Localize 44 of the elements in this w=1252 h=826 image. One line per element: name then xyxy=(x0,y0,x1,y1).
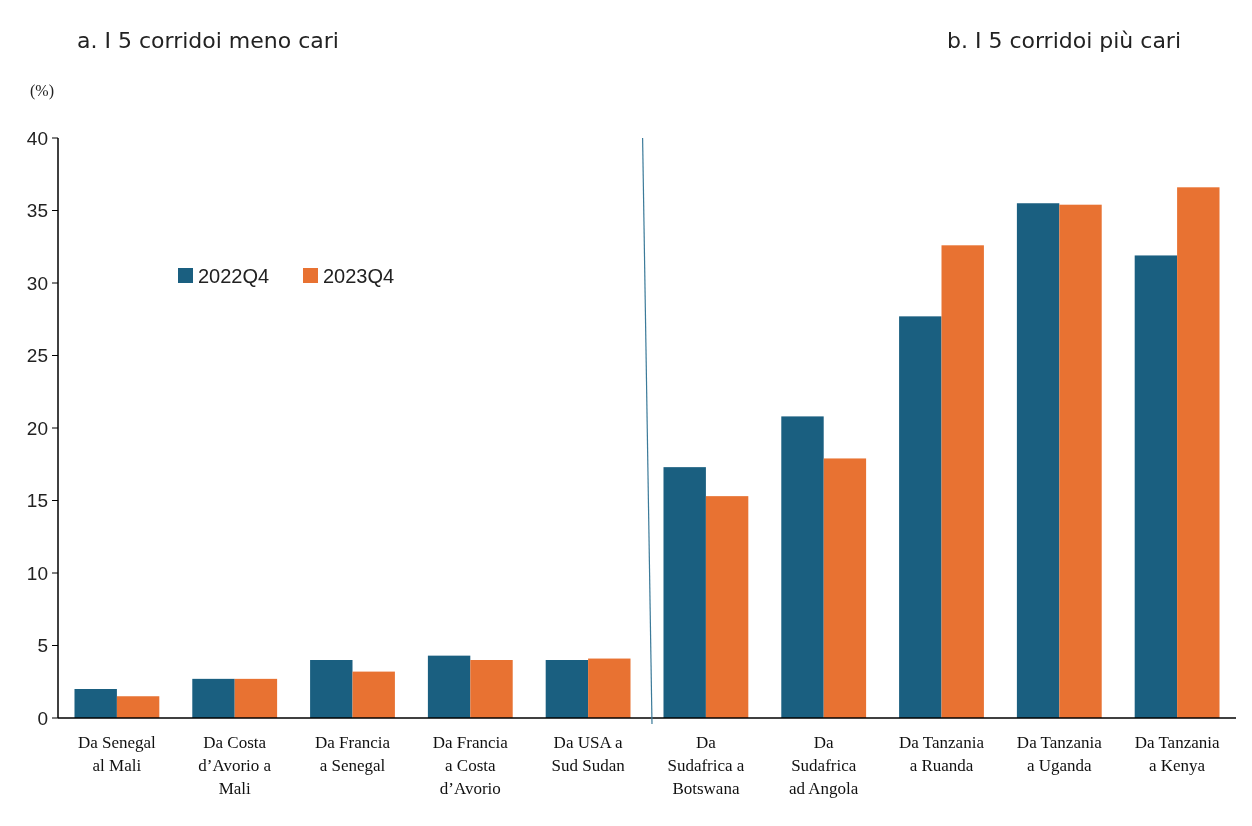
bar xyxy=(663,467,706,718)
y-tick-label: 35 xyxy=(26,200,48,222)
x-tick-label: Da Costa d’Avorio a Mali xyxy=(198,733,272,798)
y-tick-label: 20 xyxy=(26,417,48,439)
bar xyxy=(781,416,824,718)
bar xyxy=(74,689,117,718)
bar xyxy=(1016,203,1060,718)
y-tick-label: 15 xyxy=(26,490,48,512)
x-tick-label: Da Francia a Costa d’Avorio xyxy=(432,733,509,798)
bar xyxy=(234,678,278,718)
bar xyxy=(899,316,942,718)
text: a. I 5 corridoi meno cari xyxy=(77,28,339,53)
bar xyxy=(427,655,471,718)
bar xyxy=(705,496,749,718)
y-tick-label: 5 xyxy=(37,635,48,657)
bar xyxy=(941,245,984,718)
legend-label: 2023Q4 xyxy=(323,265,395,287)
bar xyxy=(470,660,513,718)
bar xyxy=(545,660,589,718)
legend-label: 2022Q4 xyxy=(198,265,270,287)
bar xyxy=(588,658,631,718)
y-tick-label: 40 xyxy=(26,127,48,149)
y-tick-label: 0 xyxy=(37,707,48,729)
y-tick-label: 10 xyxy=(26,562,48,584)
bar xyxy=(192,678,235,718)
bar xyxy=(310,660,353,718)
bar xyxy=(823,458,867,718)
text: b. I 5 corridoi più cari xyxy=(946,28,1182,53)
x-tick-label: Da Tanzania a Uganda xyxy=(1016,733,1103,775)
y-tick-label: 25 xyxy=(26,345,48,367)
x-tick-label: Da Sudafrica ad Angola xyxy=(789,733,859,798)
y-tick-label: 30 xyxy=(26,272,48,294)
bar xyxy=(1134,255,1178,718)
x-tick-label: Da Francia a Senegal xyxy=(314,733,391,775)
x-tick-label: Da Senegal al Mali xyxy=(77,733,157,775)
x-tick-label: Da Sudafrica a Botswana xyxy=(667,733,745,798)
x-tick-label: Da Tanzania a Kenya xyxy=(1134,733,1220,775)
bar xyxy=(1059,204,1102,718)
bar xyxy=(1177,187,1220,718)
x-tick-label: Da Tanzania a Ruanda xyxy=(899,733,985,775)
y-axis-title: (%) xyxy=(30,82,54,100)
x-tick-label: Da USA a Sud Sudan xyxy=(551,733,626,775)
bar xyxy=(116,696,160,718)
bar xyxy=(352,671,395,718)
